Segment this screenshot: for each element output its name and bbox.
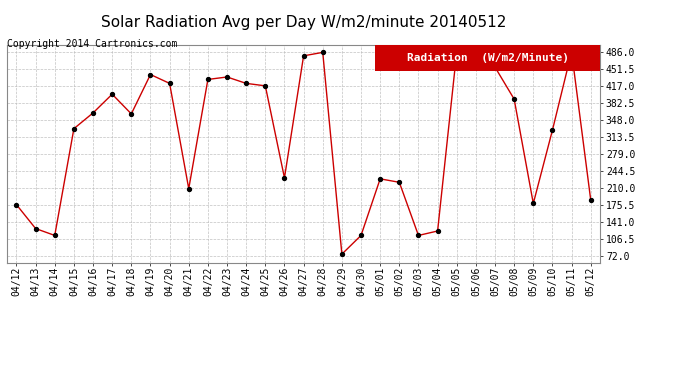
Point <box>184 186 195 192</box>
Point <box>528 201 539 207</box>
Point <box>241 80 252 86</box>
Point <box>49 232 60 238</box>
Point <box>88 110 99 116</box>
Point <box>489 64 500 70</box>
Point <box>260 83 271 89</box>
Point <box>68 126 79 132</box>
Point <box>547 127 558 133</box>
Point <box>471 49 482 55</box>
Point <box>432 228 443 234</box>
Point <box>355 232 366 238</box>
Point <box>509 96 520 102</box>
Point <box>585 197 596 203</box>
Point <box>202 76 213 82</box>
Point <box>566 49 577 55</box>
Point <box>221 74 233 80</box>
Point <box>11 202 22 208</box>
Point <box>317 50 328 55</box>
Point <box>145 72 156 78</box>
Point <box>164 80 175 86</box>
Point <box>451 49 462 55</box>
Point <box>298 53 309 59</box>
Text: Solar Radiation Avg per Day W/m2/minute 20140512: Solar Radiation Avg per Day W/m2/minute … <box>101 15 506 30</box>
Point <box>375 176 386 182</box>
Point <box>126 111 137 117</box>
Point <box>336 251 347 257</box>
Point <box>279 175 290 181</box>
Point <box>107 91 118 97</box>
Point <box>394 179 405 185</box>
Text: Copyright 2014 Cartronics.com: Copyright 2014 Cartronics.com <box>7 39 177 49</box>
Point <box>30 225 41 231</box>
Point <box>413 232 424 238</box>
